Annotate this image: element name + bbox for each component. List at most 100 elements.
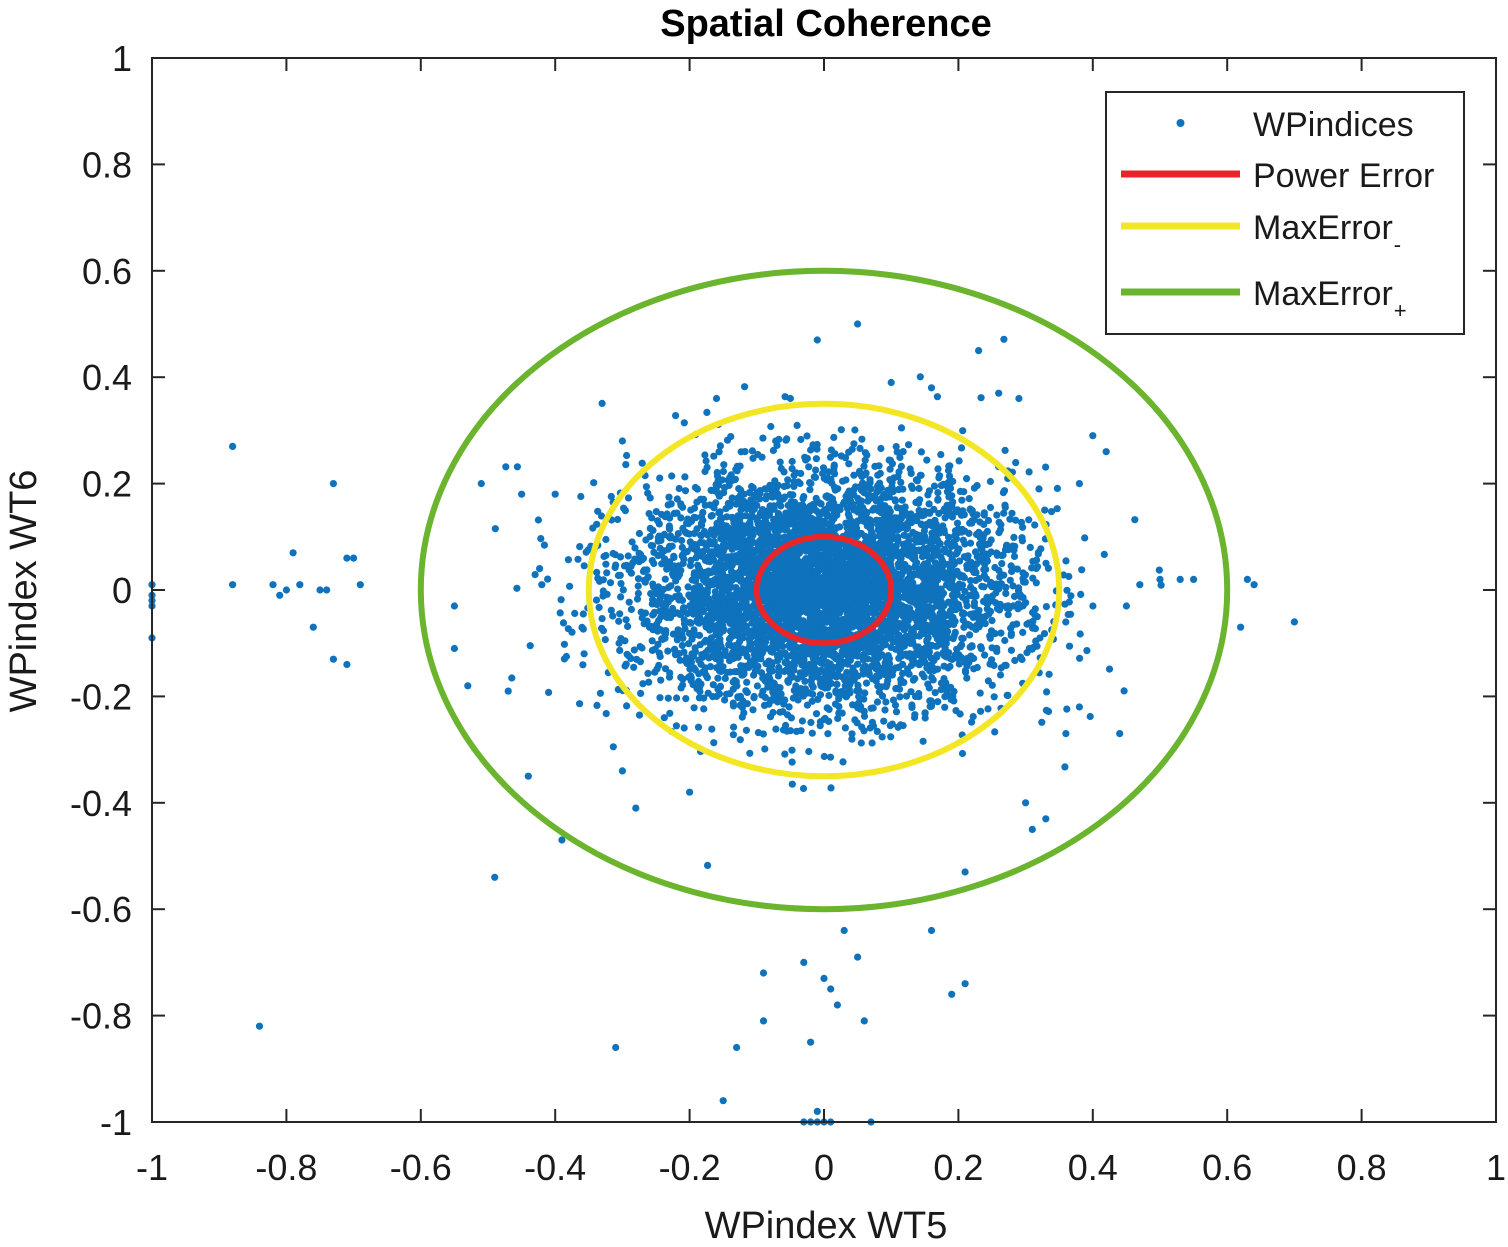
scatter-point	[1031, 605, 1039, 613]
scatter-point	[715, 448, 723, 456]
scatter-point	[1021, 571, 1029, 579]
scatter-point	[867, 485, 875, 493]
scatter-point	[687, 619, 695, 627]
scatter-point	[667, 500, 675, 508]
scatter-point	[819, 585, 827, 593]
scatter-point	[712, 529, 720, 537]
scatter-point	[959, 427, 967, 435]
scatter-point	[834, 714, 842, 723]
scatter-point	[658, 560, 666, 568]
scatter-point	[893, 448, 901, 456]
scatter-point	[634, 589, 643, 598]
scatter-point	[796, 479, 804, 488]
scatter-point	[983, 527, 992, 536]
scatter-point	[864, 648, 872, 656]
scatter-point	[634, 582, 642, 590]
scatter-point	[838, 673, 846, 681]
scatter-point	[824, 730, 832, 738]
scatter-point	[596, 689, 605, 697]
scatter-point	[806, 479, 814, 487]
scatter-point	[895, 563, 903, 571]
scatter-point	[827, 446, 836, 454]
scatter-point	[601, 636, 609, 644]
scatter-point	[881, 514, 889, 522]
scatter-point	[1105, 665, 1114, 673]
scatter-point	[973, 482, 981, 490]
scatter-point	[1010, 592, 1019, 601]
scatter-point	[844, 613, 852, 621]
scatter-point	[689, 592, 697, 601]
scatter-point	[862, 679, 871, 687]
scatter-point	[852, 560, 860, 568]
scatter-point	[861, 456, 869, 464]
scatter-point	[864, 667, 872, 675]
scatter-point	[801, 665, 809, 673]
scatter-point	[848, 730, 856, 738]
scatter-point	[812, 455, 821, 463]
scatter-point	[737, 506, 745, 514]
scatter-point	[800, 513, 809, 521]
scatter-point	[987, 536, 995, 544]
scatter-point	[790, 666, 798, 674]
scatter-point	[959, 634, 967, 643]
scatter-point	[571, 609, 579, 618]
scatter-point	[932, 551, 940, 559]
scatter-point	[635, 529, 644, 538]
scatter-point	[1100, 550, 1108, 559]
scatter-point	[801, 556, 809, 565]
scatter-point	[846, 488, 854, 496]
scatter-point	[674, 585, 682, 593]
scatter-point	[1033, 563, 1042, 571]
scatter-point	[961, 620, 970, 628]
scatter-point	[560, 640, 569, 648]
scatter-point	[809, 500, 817, 509]
scatter-point	[920, 527, 929, 535]
scatter-point	[873, 698, 882, 706]
scatter-point	[681, 473, 689, 481]
scatter-point	[921, 709, 929, 718]
scatter-point	[888, 460, 897, 468]
scatter-point	[620, 504, 628, 512]
scatter-point	[791, 545, 799, 553]
scatter-point	[915, 689, 923, 698]
scatter-point	[946, 579, 954, 587]
scatter-point	[973, 530, 981, 539]
scatter-point	[544, 575, 552, 583]
scatter-point	[634, 575, 643, 583]
scatter-point	[871, 641, 879, 649]
scatter-point	[934, 465, 942, 473]
scatter-point	[1067, 592, 1075, 600]
scatter-point	[691, 644, 699, 652]
scatter-point	[646, 532, 654, 541]
scatter-point	[652, 590, 661, 598]
scatter-point	[729, 731, 738, 739]
scatter-point	[595, 603, 603, 612]
scatter-point	[721, 674, 729, 683]
scatter-point	[593, 701, 601, 710]
scatter-point	[899, 669, 907, 678]
scatter-point	[854, 681, 862, 690]
scatter-point	[905, 537, 913, 545]
scatter-point	[713, 519, 721, 528]
scatter-point	[995, 566, 1003, 575]
scatter-point	[676, 594, 685, 603]
scatter-point	[860, 712, 869, 720]
scatter-point	[856, 483, 865, 491]
scatter-point	[961, 666, 970, 675]
scatter-point	[997, 521, 1005, 529]
scatter-point	[1063, 705, 1071, 713]
scatter-point	[796, 578, 805, 586]
scatter-point	[849, 570, 858, 578]
scatter-point	[795, 561, 803, 569]
scatter-point	[996, 671, 1005, 679]
scatter-point	[866, 516, 874, 524]
scatter-point	[963, 674, 971, 682]
scatter-point	[953, 519, 962, 527]
scatter-point	[895, 620, 904, 628]
scatter-point	[875, 518, 883, 526]
scatter-point	[653, 600, 661, 609]
scatter-point	[656, 474, 664, 482]
scatter-point	[887, 633, 895, 641]
scatter-point	[696, 538, 705, 547]
scatter-point	[1120, 687, 1128, 695]
